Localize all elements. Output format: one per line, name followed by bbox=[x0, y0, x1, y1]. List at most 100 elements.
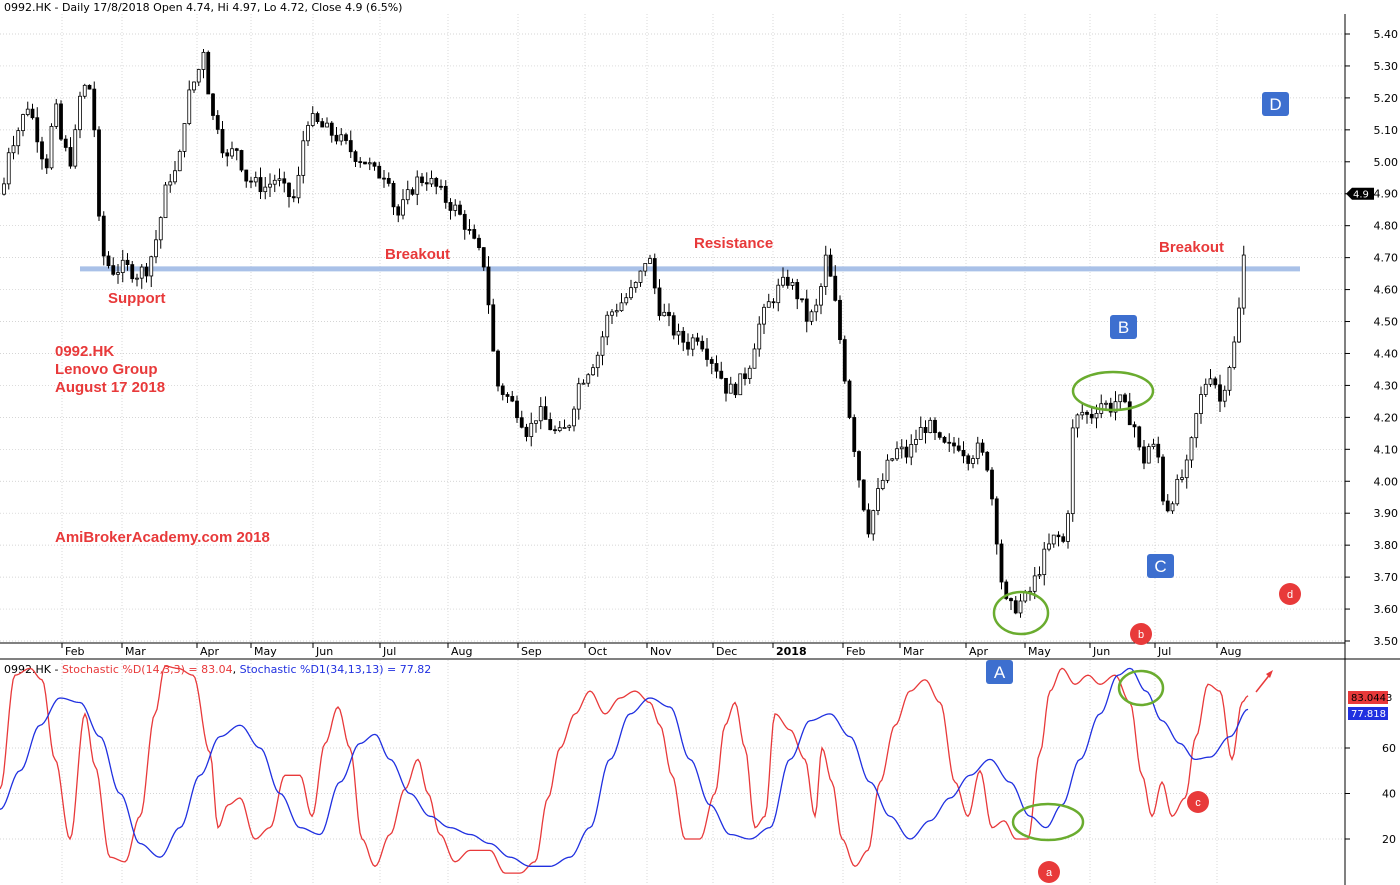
candle-body bbox=[135, 277, 139, 280]
candle-body bbox=[529, 422, 534, 437]
price-tick-label: 4.30 bbox=[1374, 379, 1399, 392]
candle-body bbox=[985, 451, 990, 471]
candle-body bbox=[367, 162, 372, 165]
price-tick-label: 3.70 bbox=[1374, 571, 1399, 584]
candle-body bbox=[500, 385, 505, 395]
candle-body bbox=[1018, 600, 1023, 614]
candle-body bbox=[173, 170, 177, 183]
candle-body bbox=[1199, 394, 1203, 414]
candle-body bbox=[139, 266, 144, 279]
candle-body bbox=[44, 158, 49, 169]
candle-body bbox=[211, 93, 215, 116]
month-label: May bbox=[1028, 645, 1051, 658]
candle-body bbox=[1213, 378, 1218, 386]
candle-body bbox=[35, 117, 40, 143]
candle-body bbox=[1170, 503, 1175, 512]
candle-body bbox=[1222, 389, 1227, 402]
svg-text:b: b bbox=[1138, 629, 1144, 641]
candle-body bbox=[1032, 575, 1037, 592]
stochastic-y-ticks: 60 40 20 bbox=[1345, 742, 1396, 846]
candle-body bbox=[633, 282, 638, 289]
month-label: Apr bbox=[969, 645, 989, 658]
candle-body bbox=[63, 138, 68, 148]
candle-body bbox=[277, 178, 282, 181]
price-tick-label: 4.50 bbox=[1374, 316, 1399, 329]
stochastic-fast-name: Stochastic %D(14,3,3) = 83.04 bbox=[62, 663, 233, 676]
candle-body bbox=[263, 186, 268, 193]
candle-body bbox=[82, 84, 87, 97]
candle-body bbox=[809, 311, 814, 322]
candle-body bbox=[54, 103, 59, 127]
stochastic-tick-label: 20 bbox=[1382, 833, 1396, 846]
price-header: 0992.HK - Daily 17/8/2018 Open 4.74, Hi … bbox=[4, 1, 402, 14]
candle-body bbox=[92, 88, 97, 131]
candle-body bbox=[605, 314, 610, 338]
candle-body bbox=[358, 161, 363, 163]
candle-body bbox=[220, 128, 225, 154]
candle-body bbox=[391, 182, 396, 208]
candle-body bbox=[519, 417, 524, 428]
price-tick-label: 4.70 bbox=[1374, 252, 1399, 265]
candle-body bbox=[11, 145, 16, 154]
stochastic-slow-line bbox=[0, 667, 1249, 867]
candle-body bbox=[268, 183, 272, 188]
candle-body bbox=[272, 179, 277, 185]
candle-body bbox=[78, 95, 82, 131]
candle-body bbox=[239, 150, 244, 171]
candle-body bbox=[230, 148, 234, 157]
candle-body bbox=[1042, 548, 1047, 575]
candle-body bbox=[572, 408, 576, 427]
candle-body bbox=[928, 419, 933, 434]
candle-body bbox=[838, 299, 842, 340]
candle-body bbox=[933, 419, 937, 434]
month-label: Jul bbox=[1157, 645, 1171, 658]
price-tick-label: 5.20 bbox=[1374, 92, 1399, 105]
candle-body bbox=[747, 367, 752, 380]
candle-body bbox=[781, 276, 785, 286]
candlesticks bbox=[2, 49, 1246, 618]
candle-body bbox=[97, 129, 101, 217]
price-tick-label: 4.10 bbox=[1374, 443, 1399, 456]
candle-body bbox=[1237, 307, 1241, 343]
candle-body bbox=[619, 302, 624, 312]
candle-body bbox=[914, 439, 918, 445]
price-tick-label: 4.00 bbox=[1374, 475, 1399, 488]
candle-body bbox=[363, 161, 367, 165]
candle-body bbox=[785, 276, 790, 286]
candle-body bbox=[762, 306, 766, 325]
candle-body bbox=[1118, 394, 1123, 403]
month-label: 2018 bbox=[776, 645, 807, 658]
svg-text:c: c bbox=[1195, 797, 1201, 809]
month-label: Aug bbox=[451, 645, 472, 658]
candle-body bbox=[709, 359, 714, 364]
candle-body bbox=[1127, 401, 1132, 426]
candle-body bbox=[106, 255, 111, 267]
candle-body bbox=[895, 448, 899, 460]
candle-body bbox=[120, 259, 125, 274]
candle-body bbox=[1070, 427, 1075, 515]
month-label: May bbox=[254, 645, 277, 658]
candle-body bbox=[866, 509, 871, 535]
candle-body bbox=[1156, 443, 1161, 458]
stochastic-slow-tag: 77.818 bbox=[1348, 707, 1388, 720]
highlight-low-ellipse bbox=[992, 590, 1050, 636]
candle-body bbox=[543, 406, 548, 420]
candle-body bbox=[154, 239, 158, 258]
candle-body bbox=[453, 204, 458, 211]
candle-body bbox=[1175, 478, 1180, 505]
candle-body bbox=[1051, 534, 1056, 545]
candle-body bbox=[728, 383, 733, 394]
candle-body bbox=[880, 479, 885, 490]
candle-body bbox=[1165, 500, 1170, 512]
stochastic-grid bbox=[0, 660, 1345, 885]
candle-body bbox=[348, 140, 353, 153]
candle-body bbox=[638, 270, 643, 283]
candle-body bbox=[890, 458, 895, 461]
candle-body bbox=[1203, 383, 1208, 395]
candle-body bbox=[87, 84, 92, 90]
candle-body bbox=[790, 282, 795, 286]
candle-body bbox=[1208, 378, 1213, 385]
candle-body bbox=[505, 394, 510, 397]
candle-body bbox=[1066, 513, 1070, 542]
candle-body bbox=[192, 81, 196, 91]
